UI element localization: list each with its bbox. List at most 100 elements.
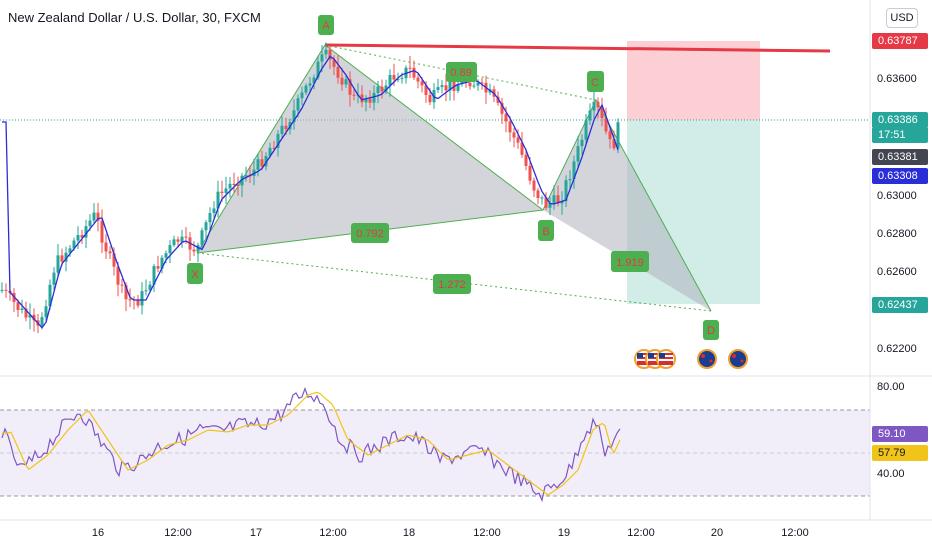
ratio-label-ac[interactable]: 0.89 xyxy=(446,62,477,82)
candle-body xyxy=(292,110,296,123)
time-label: 18 xyxy=(402,527,416,539)
xd-dotted-leg xyxy=(196,252,712,312)
pattern-xab-triangle[interactable] xyxy=(197,45,543,253)
candle-body xyxy=(104,242,108,252)
ratio-label-xd[interactable]: 1.272 xyxy=(433,274,471,294)
candle-body xyxy=(424,85,428,95)
candle-body xyxy=(504,113,508,122)
candle-body xyxy=(316,61,320,78)
point-label-c[interactable]: C xyxy=(587,71,604,92)
ratio-label-xb[interactable]: 0.792 xyxy=(351,223,389,243)
candle-body xyxy=(204,222,208,231)
candle-body xyxy=(160,257,164,269)
candle-body xyxy=(48,284,52,307)
candle-body xyxy=(32,314,36,321)
nz-flag-icon xyxy=(728,349,748,369)
candle-body xyxy=(372,92,376,103)
candle-body xyxy=(376,86,380,93)
time-label: 12:00 xyxy=(627,527,655,539)
candle-body xyxy=(164,253,168,258)
candle-body xyxy=(588,110,592,121)
stop-loss-zone[interactable] xyxy=(627,41,760,120)
target-price-tag: 0.62437 xyxy=(872,297,928,313)
candle-body xyxy=(144,290,148,292)
candle-body xyxy=(88,220,92,227)
point-label-x[interactable]: X xyxy=(187,263,203,284)
candle-body xyxy=(124,285,128,300)
price-tick: 0.63000 xyxy=(877,190,917,202)
svg-text:0.89: 0.89 xyxy=(450,67,471,79)
candle-body xyxy=(468,82,472,87)
candle-body xyxy=(480,82,484,84)
candle-body xyxy=(140,291,144,306)
candle-body xyxy=(328,49,332,60)
svg-text:0.792: 0.792 xyxy=(356,228,384,240)
candle-body xyxy=(268,147,272,156)
event-markers[interactable] xyxy=(634,349,748,369)
time-label: 12:00 xyxy=(781,527,809,539)
rsi-tick: 40.00 xyxy=(877,468,905,480)
candle-body xyxy=(116,266,120,285)
candle-body xyxy=(452,80,456,91)
stop-price-tag: 0.63787 xyxy=(872,33,928,49)
point-label-b[interactable]: B xyxy=(538,220,554,241)
candle-body xyxy=(456,83,460,91)
candle-body xyxy=(264,155,268,167)
candle-body xyxy=(600,107,604,119)
candle-body xyxy=(44,306,48,318)
pattern-bcd-triangle[interactable] xyxy=(543,100,711,311)
candle-body xyxy=(408,67,412,69)
candle-body xyxy=(28,314,32,318)
candle-body xyxy=(436,87,440,91)
candle-body xyxy=(4,289,8,291)
candle-body xyxy=(340,77,344,85)
candle-body xyxy=(212,208,216,214)
candle-body xyxy=(516,137,520,143)
candle-body xyxy=(80,235,84,238)
svg-text:C: C xyxy=(591,77,599,89)
candle-body xyxy=(412,67,416,78)
time-label: 20 xyxy=(710,527,724,539)
candle-body xyxy=(500,102,504,114)
point-label-a[interactable]: A xyxy=(318,15,334,35)
candle-body xyxy=(256,159,260,170)
candle-body xyxy=(564,180,568,202)
candle-body xyxy=(84,226,88,238)
ratio-label-bd[interactable]: 1.919 xyxy=(611,251,649,272)
candle-body xyxy=(120,284,124,286)
symbol-title[interactable]: New Zealand Dollar / U.S. Dollar, 30, FX… xyxy=(8,10,261,25)
rsi-ma-value-tag: 57.79 xyxy=(872,445,928,461)
candle-body xyxy=(68,248,72,253)
candle-body xyxy=(200,230,204,246)
us-flag-icon xyxy=(656,349,676,369)
candle-body xyxy=(208,213,212,223)
candle-body xyxy=(388,74,392,86)
stop-trend-line[interactable] xyxy=(324,43,831,53)
candle-body xyxy=(400,78,404,80)
candle-body xyxy=(184,236,188,238)
candle-body xyxy=(556,195,560,204)
moving-average-line xyxy=(2,55,619,329)
candle-body xyxy=(344,79,348,85)
candle-body xyxy=(572,161,576,180)
candle-body xyxy=(100,220,104,243)
candle-body xyxy=(16,302,20,310)
candle-body xyxy=(472,85,476,87)
ac-dotted-leg xyxy=(324,44,597,101)
candle-body xyxy=(508,121,512,133)
candle-body xyxy=(592,101,596,111)
point-label-d[interactable]: D xyxy=(703,320,719,340)
candle-body xyxy=(524,154,528,166)
currency-button[interactable]: USD xyxy=(886,8,918,28)
bid-price-tag: 0.63381 xyxy=(872,149,928,165)
candle-body xyxy=(128,299,132,301)
candle-body xyxy=(0,289,4,291)
svg-text:X: X xyxy=(191,269,199,281)
price-tick: 0.62200 xyxy=(877,343,917,355)
time-label: 12:00 xyxy=(319,527,347,539)
candle-body xyxy=(148,284,152,291)
candle-body xyxy=(444,85,448,91)
candle-body xyxy=(324,49,328,55)
candle-body xyxy=(176,239,180,242)
